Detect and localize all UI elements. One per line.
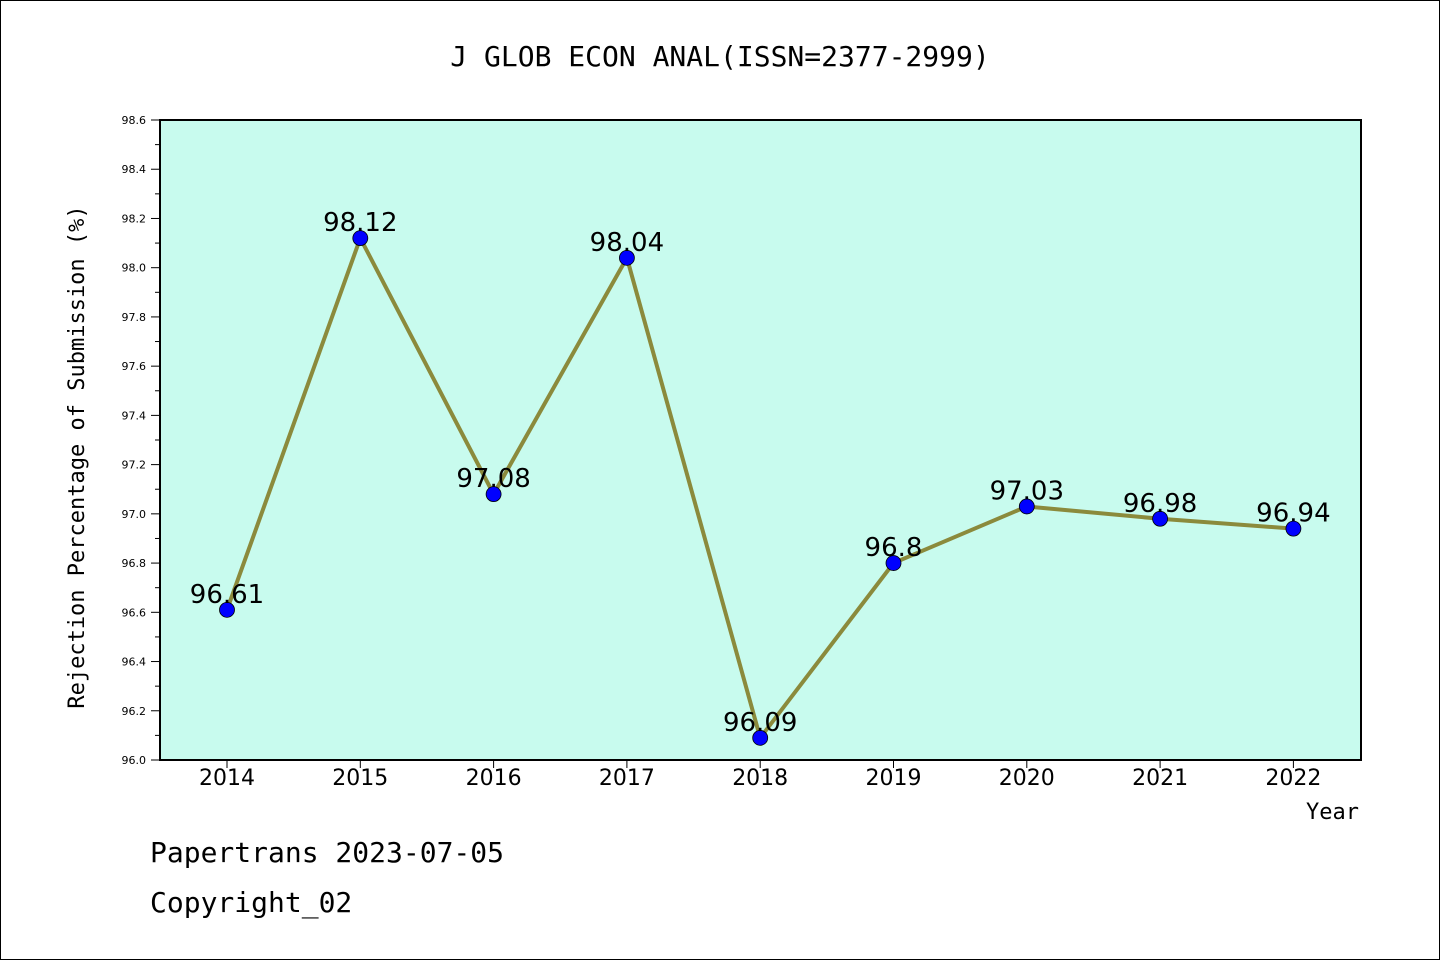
data-point xyxy=(1152,510,1168,527)
x-tick-label: 2019 xyxy=(866,766,922,791)
data-labels: 96.61 98.12 97.08 98.04 96.09 96.8 97.03 96.98 9… xyxy=(190,208,1331,738)
y-tick-label: 96.8 xyxy=(122,557,147,570)
data-label: 96.61 xyxy=(190,580,264,610)
y-tick-label: 97.0 xyxy=(122,508,147,521)
y-tick-label: 97.6 xyxy=(122,360,147,373)
data-label: 98.12 xyxy=(323,208,397,238)
y-tick-label: 98.6 xyxy=(122,114,147,127)
x-tick-label: 2022 xyxy=(1265,766,1321,791)
y-tick-label: 97.2 xyxy=(122,459,147,472)
data-label: 96.94 xyxy=(1256,499,1330,529)
series-markers xyxy=(219,230,1302,746)
y-tick-label: 97.4 xyxy=(122,409,147,422)
x-tick-label: 2021 xyxy=(1132,766,1188,791)
y-tick-label: 96.6 xyxy=(122,606,147,619)
chart-title: J GLOB ECON ANAL(ISSN=2377-2999) xyxy=(450,40,989,73)
y-tick-label: 98.4 xyxy=(122,163,147,176)
y-axis: 96.0 96.2 96.4 96.6 96.8 97.0 97.2 97.4 97.6 97.8… xyxy=(122,114,160,767)
data-point xyxy=(752,729,769,746)
data-label: 98.04 xyxy=(590,228,664,258)
x-axis: 2014 2015 2016 2017 2018 2019 2020 2021 2022 xyxy=(199,760,1321,791)
x-tick-label: 2020 xyxy=(999,766,1055,791)
data-point xyxy=(219,601,235,618)
plot-area xyxy=(159,119,1362,761)
data-label: 96.98 xyxy=(1123,489,1197,519)
footer-copyright: Copyright_02 xyxy=(150,886,353,919)
x-tick-label: 2014 xyxy=(199,766,255,791)
footer-date: Papertrans 2023-07-05 xyxy=(150,836,505,869)
data-point xyxy=(1018,498,1035,515)
x-tick-label: 2015 xyxy=(332,766,388,791)
data-label: 96.8 xyxy=(865,533,923,563)
x-tick-label: 2017 xyxy=(599,766,655,791)
x-tick-label: 2018 xyxy=(732,766,788,791)
y-tick-label: 98.2 xyxy=(122,212,147,225)
data-point xyxy=(352,230,369,247)
y-axis-label: Rejection Percentage of Submission (%) xyxy=(65,205,90,708)
data-point xyxy=(1285,520,1302,537)
y-tick-label: 96.4 xyxy=(122,656,147,669)
y-tick-label: 97.8 xyxy=(122,311,147,324)
y-tick-label: 98.0 xyxy=(122,262,147,275)
data-label: 97.03 xyxy=(990,476,1064,506)
data-point xyxy=(485,486,502,503)
x-axis-label: Year xyxy=(1306,800,1359,825)
data-point xyxy=(885,555,902,571)
data-label: 96.09 xyxy=(723,708,797,738)
y-tick-label: 96.0 xyxy=(122,754,147,767)
data-label: 97.08 xyxy=(456,464,530,494)
y-tick-label: 96.2 xyxy=(122,705,147,718)
x-tick-label: 2016 xyxy=(466,766,522,791)
data-point xyxy=(619,249,635,266)
